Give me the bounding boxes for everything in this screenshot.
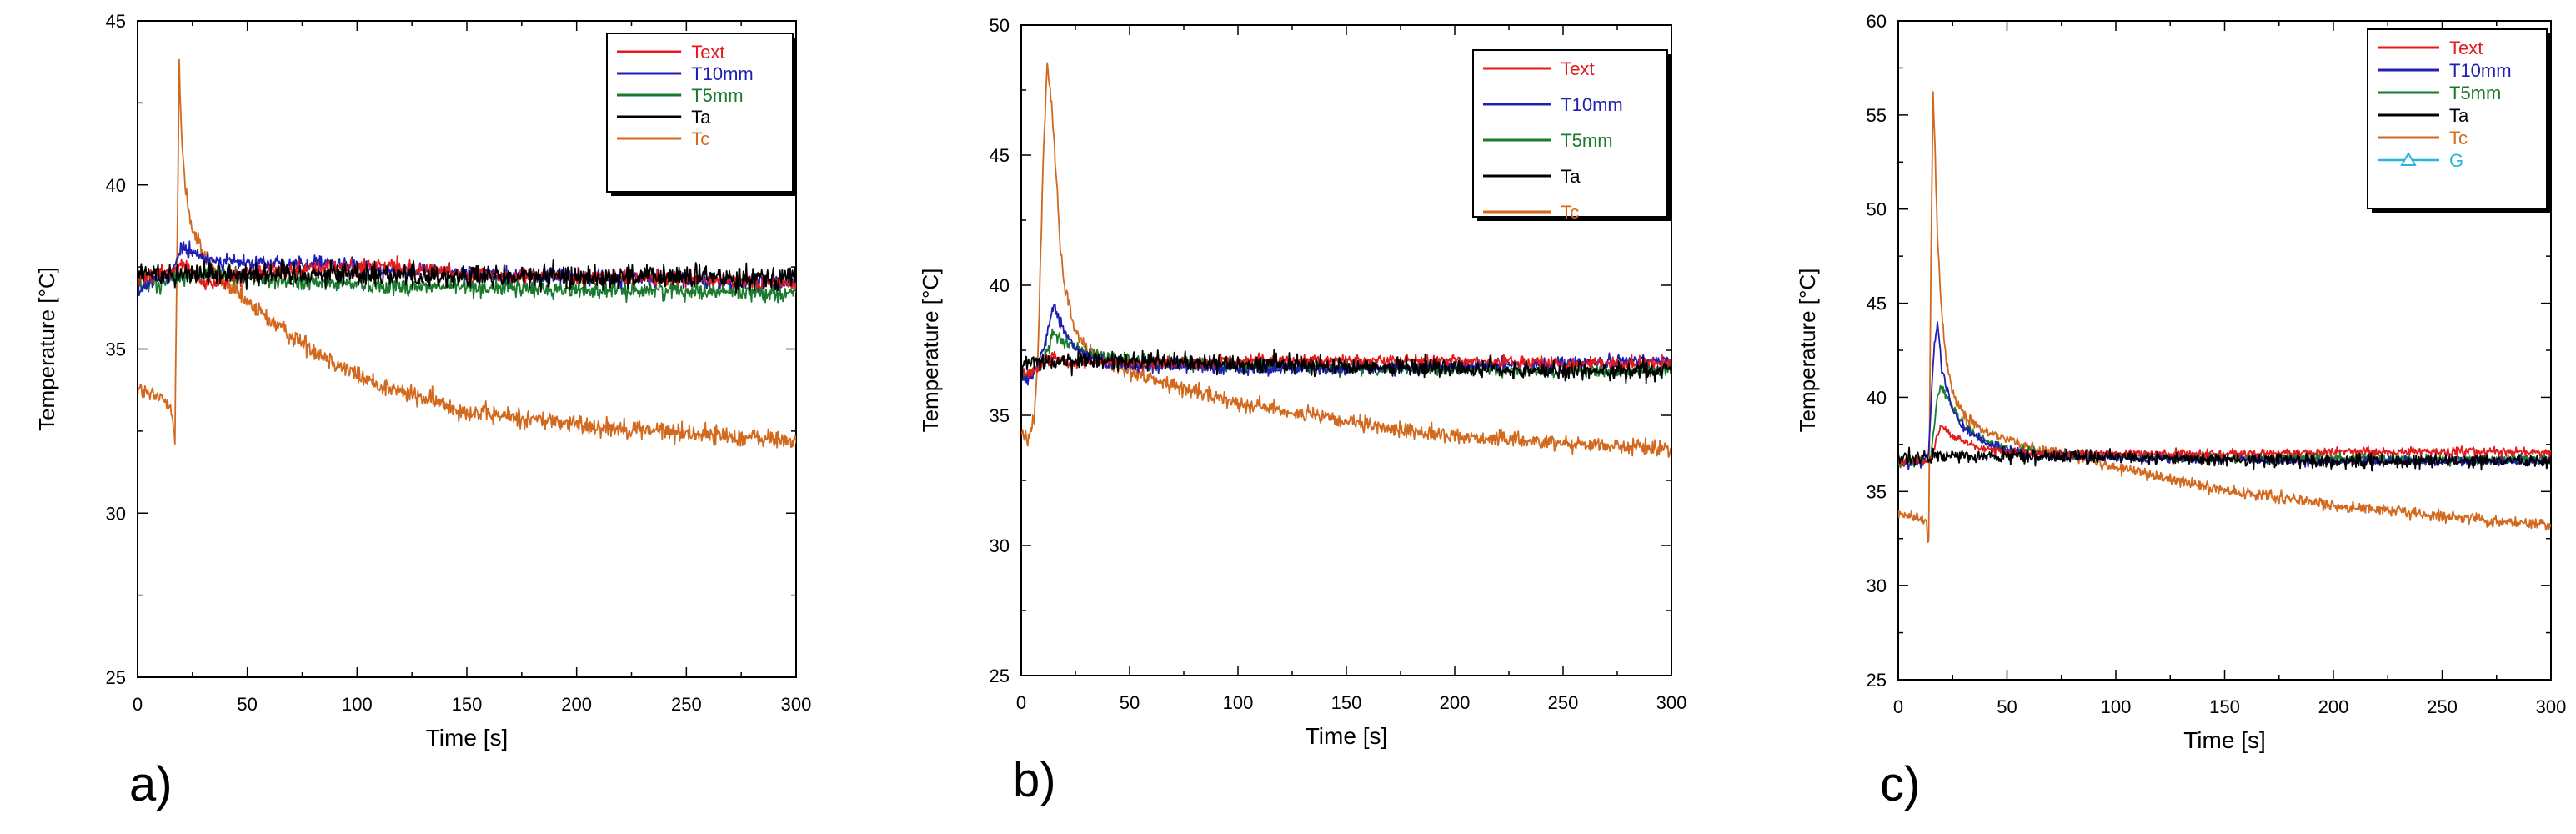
series-layer: [1898, 91, 2551, 543]
y-tick-label: 50: [990, 15, 1010, 36]
legend-entry-t5mm: T5mm: [1561, 130, 1612, 151]
legend-entry-t10mm: T10mm: [2449, 60, 2512, 81]
series-line-ta: [138, 258, 796, 294]
chart-panel-2: 0 50 100 150 200 250 300 25 30 35 40 45 50 Time [s] Te…: [918, 15, 1686, 807]
x-tick-label: 0: [1893, 696, 1903, 717]
x-tick-label: 50: [1997, 696, 2017, 717]
series-line-tc: [138, 58, 796, 449]
y-tick-label: 45: [1867, 294, 1887, 314]
x-tick-label: 150: [2209, 696, 2240, 717]
y-tick-label: 30: [1867, 575, 1887, 596]
tick-marks: [1020, 24, 1672, 676]
x-tick-label: 50: [1120, 692, 1140, 713]
legend-entry-t5mm: T5mm: [691, 85, 743, 106]
series-line-text: [1021, 350, 1671, 379]
y-tick-label: 45: [990, 145, 1010, 166]
legend: Text T10mm T5mm Ta Tc: [1472, 49, 1671, 223]
y-tick-label: 35: [1867, 481, 1887, 502]
x-tick-label: 300: [1656, 692, 1687, 713]
legend-entry-ta: Ta: [691, 107, 711, 128]
legend-marker-triangle: [2400, 151, 2417, 166]
x-tick-label: 100: [1223, 692, 1254, 713]
panel-label: b): [1013, 753, 1056, 807]
x-axis-label: Time [s]: [1306, 723, 1388, 749]
series-line-ta: [1021, 349, 1671, 384]
y-tick-label: 25: [106, 667, 126, 688]
y-tick-label: 30: [106, 503, 126, 524]
x-tick-label: 200: [1440, 692, 1471, 713]
x-tick-label: 300: [2536, 696, 2567, 717]
legend-entry-text: Text: [1561, 58, 1594, 79]
x-axis-label: Time [s]: [426, 725, 509, 751]
legend-entry-tc: Tc: [691, 128, 709, 149]
y-tick-label: 40: [106, 175, 126, 196]
chart-panel-1: 0 50 100 150 200 250 300 25 30 35 40 45 Time [s] Temp…: [34, 11, 811, 811]
x-tick-label: 0: [1016, 692, 1026, 713]
x-tick-label: 150: [1331, 692, 1362, 713]
x-tick-label: 250: [2427, 696, 2458, 717]
legend-box: [2367, 28, 2548, 209]
x-tick-label: 50: [237, 694, 257, 715]
y-axis-label: Temperature [°C]: [1795, 269, 1820, 433]
y-tick-label: 40: [990, 275, 1010, 296]
y-tick-label: 60: [1867, 11, 1887, 32]
y-tick-label: 35: [990, 405, 1010, 426]
legend-entry-t10mm: T10mm: [1561, 94, 1623, 115]
x-tick-label: 100: [342, 694, 373, 715]
y-tick-label: 30: [990, 535, 1010, 556]
x-tick-label: 200: [561, 694, 592, 715]
x-tick-label: 0: [133, 694, 143, 715]
legend-entry-g: G: [2449, 150, 2463, 171]
legend-entry-text: Text: [2449, 38, 2483, 58]
x-tick-label: 200: [2318, 696, 2349, 717]
x-tick-label: 250: [671, 694, 702, 715]
legend-entry-tc: Tc: [2449, 128, 2468, 148]
panel-label: a): [129, 757, 173, 811]
series-line-tc: [1021, 62, 1671, 458]
chart-panel-3: 0 50 100 150 200 250 300 25 30 35 40 45 50 55 60 Time […: [1795, 11, 2566, 811]
panel-label: c): [1880, 757, 1920, 811]
series-layer: [1021, 62, 1671, 458]
y-tick-label: 35: [106, 339, 126, 360]
series-line-tc: [1898, 91, 2551, 543]
y-tick-label: 45: [106, 11, 126, 32]
x-axis-label: Time [s]: [2183, 727, 2266, 753]
y-tick-label: 50: [1867, 199, 1887, 220]
x-tick-label: 250: [1548, 692, 1579, 713]
legend-entry-text: Text: [691, 42, 724, 63]
x-tick-label: 150: [452, 694, 483, 715]
y-tick-label: 25: [1867, 670, 1887, 691]
x-tick-label: 300: [781, 694, 812, 715]
legend-box: [606, 33, 794, 193]
y-axis-label: Temperature [°C]: [918, 269, 943, 433]
legend-entry-tc: Tc: [1561, 202, 1579, 223]
series-layer: [138, 58, 796, 449]
x-tick-label: 100: [2101, 696, 2132, 717]
y-axis-label: Temperature [°C]: [34, 267, 59, 431]
legend-entry-ta: Ta: [1561, 166, 1581, 187]
legend-entry-t10mm: T10mm: [691, 63, 754, 84]
y-tick-label: 25: [990, 666, 1010, 686]
series-line-ta: [1898, 445, 2551, 472]
y-tick-label: 40: [1867, 387, 1887, 408]
legend-box: [1472, 49, 1668, 218]
y-tick-label: 55: [1867, 105, 1887, 126]
legend-entry-ta: Ta: [2449, 105, 2469, 126]
legend-entry-t5mm: T5mm: [2449, 83, 2501, 103]
